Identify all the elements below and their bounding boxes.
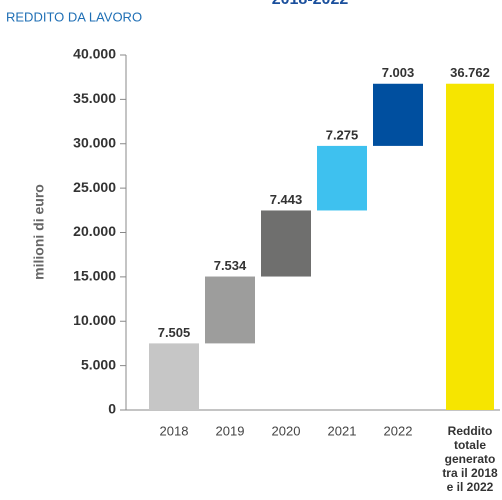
x-tick-label: 2021 [328,423,357,438]
total-bar [446,83,494,411]
chart-title: 2018-2022 [272,0,349,8]
y-tick-label: 35.000 [73,90,116,106]
bar [205,276,255,344]
x-tick-label: 2019 [216,423,245,438]
value-label: 7.505 [158,325,191,340]
y-tick-label: 5.000 [81,356,116,372]
y-tick-label: 15.000 [73,268,116,284]
bar [149,343,199,410]
y-tick-label: 30.000 [73,134,116,150]
chart-subtitle: REDDITO DA LAVORO [6,9,142,24]
y-tick-label: 0 [108,401,116,417]
value-label: 7.275 [326,127,359,142]
value-label: 36.762 [450,65,490,80]
value-label: 7.443 [270,192,303,207]
y-tick-label: 40.000 [73,46,116,62]
y-tick-label: 10.000 [73,312,116,328]
x-tick-label: 2018 [160,423,189,438]
x-tick-label: 2022 [384,423,413,438]
bar [261,210,311,277]
x-tick-label: Reddito totale generato tra il 2018 e il… [442,424,498,494]
y-axis-label: milioni di euro [31,184,47,280]
bar [373,83,423,146]
value-label: 7.003 [382,65,415,80]
x-tick-label: 2020 [272,423,301,438]
y-tick-label: 20.000 [73,223,116,239]
y-tick-label: 25.000 [73,179,116,195]
value-label: 7.534 [214,258,247,273]
bar [317,145,367,211]
